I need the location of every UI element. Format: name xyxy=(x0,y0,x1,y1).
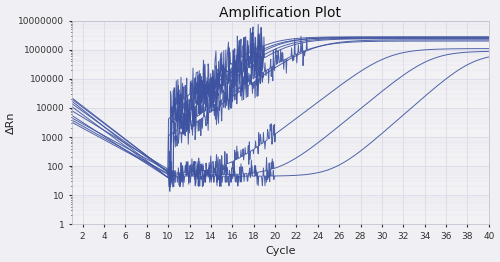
X-axis label: Cycle: Cycle xyxy=(265,247,296,256)
Title: Amplification Plot: Amplification Plot xyxy=(220,6,342,20)
Y-axis label: ΔRn: ΔRn xyxy=(6,111,16,134)
